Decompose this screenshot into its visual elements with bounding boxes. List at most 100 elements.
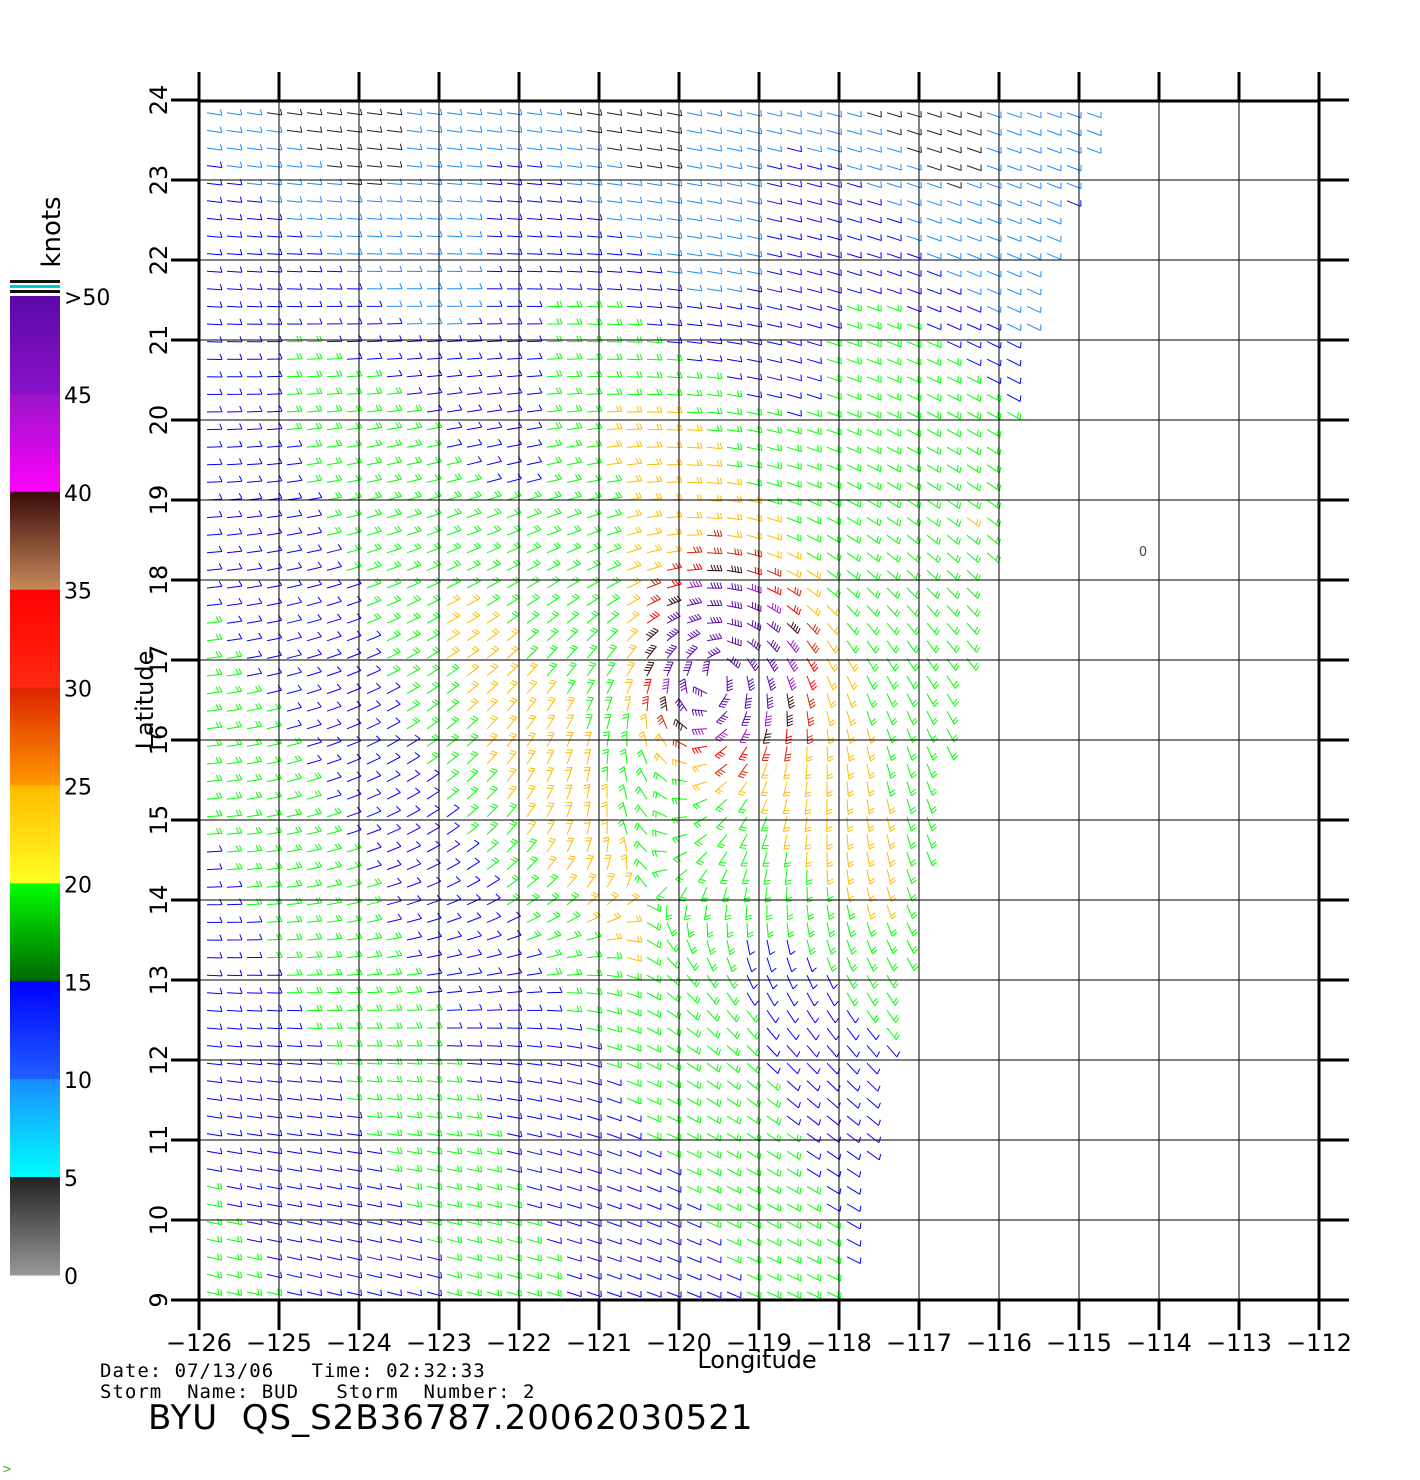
wind-barb (366, 717, 381, 730)
wind-barb (366, 248, 383, 255)
wind-barb (326, 1147, 343, 1155)
wind-barb (466, 438, 483, 448)
wind-barb (506, 265, 523, 273)
wind-barb (506, 820, 518, 835)
wind-barb (406, 491, 422, 501)
wind-barb (565, 767, 573, 782)
wind-barb (526, 576, 541, 589)
wind-barb (386, 682, 401, 695)
wind-barb (646, 406, 663, 413)
wind-barb (886, 992, 900, 1006)
wind-barb (786, 1221, 802, 1230)
wind-barb (346, 108, 363, 116)
wind-barb (886, 746, 897, 762)
wind-barb (806, 409, 822, 418)
wind-barb (786, 480, 802, 488)
wind-barb (652, 829, 668, 838)
wind-barb (526, 265, 543, 273)
wind-barb (706, 939, 716, 955)
lat-tick-label: 23 (145, 165, 173, 196)
wind-barb (634, 804, 648, 818)
wind-barb (655, 886, 668, 901)
wind-barb (386, 265, 403, 272)
wind-barb (426, 352, 443, 360)
wind-barb (506, 404, 523, 413)
wind-barb (306, 1111, 323, 1119)
wind-barb (226, 756, 243, 765)
wind-barb (846, 746, 855, 762)
wind-barb (866, 163, 882, 171)
wind-barb (646, 1079, 662, 1088)
wind-barb (666, 1115, 682, 1124)
wind-barb (326, 631, 342, 642)
wind-barb (726, 583, 743, 592)
colorbar-tick-label: 45 (64, 384, 92, 409)
wind-barb (626, 1115, 642, 1122)
wind-barb (966, 253, 982, 260)
wind-barb (806, 1062, 821, 1075)
wind-barb (286, 474, 303, 483)
wind-barb (266, 1129, 283, 1137)
wind-barb (866, 1150, 882, 1161)
wind-barb (506, 1040, 523, 1048)
wind-barb (806, 427, 822, 435)
wind-barb (366, 108, 383, 116)
wind-barb (286, 370, 303, 378)
wind-barb (386, 949, 403, 959)
wind-barb (606, 214, 623, 221)
wind-barb (206, 493, 223, 501)
wind-barb (466, 490, 482, 501)
wind-barb (486, 645, 500, 659)
wind-barb (426, 611, 441, 624)
wind-barb (606, 932, 623, 941)
wind-barb (246, 1112, 263, 1119)
wind-barb (946, 587, 961, 599)
wind-barb (426, 369, 443, 378)
wind-barb (406, 542, 422, 554)
wind-barb (586, 248, 603, 256)
wind-barb (386, 1058, 403, 1065)
wind-barb (906, 446, 922, 455)
wind-barb (506, 967, 523, 976)
wind-barb (206, 248, 223, 256)
wind-barb (366, 491, 383, 501)
wind-barb (206, 231, 223, 238)
wind-barb (526, 126, 543, 133)
wind-barb (601, 818, 608, 835)
wind-barb (565, 819, 574, 835)
wind-barb (366, 896, 383, 906)
wind-barb (566, 644, 578, 659)
wind-barb (526, 1184, 542, 1191)
wind-barb (1006, 200, 1022, 207)
wind-barb (446, 840, 461, 853)
wind-barb (686, 354, 703, 362)
wind-barb (886, 517, 902, 527)
wind-barb (546, 644, 558, 659)
wind-barb (446, 438, 463, 448)
wind-barb (266, 987, 283, 994)
wind-barb (206, 863, 223, 871)
wind-barb (426, 126, 443, 133)
wind-barb (286, 969, 303, 976)
wind-barb (806, 1168, 822, 1178)
wind-barb (286, 826, 303, 835)
wind-barb (886, 763, 896, 779)
wind-barb (206, 1200, 223, 1208)
wind-barb (646, 214, 663, 221)
wind-barb (406, 387, 423, 395)
wind-barb (366, 735, 381, 747)
wind-barb (866, 869, 876, 885)
wind-barb (766, 658, 779, 672)
wind-barb (226, 1288, 243, 1296)
wind-barb (366, 682, 381, 695)
wind-barb (946, 710, 959, 725)
lat-lon-grid (171, 72, 1349, 1330)
wind-barb (926, 235, 942, 242)
wind-barb (986, 534, 1001, 545)
time-label: Time: (311, 1360, 374, 1382)
wind-barb (206, 1076, 223, 1084)
wind-barb (906, 799, 917, 814)
wind-barb (406, 196, 423, 203)
wind-barb (826, 974, 838, 990)
wind-barb (426, 716, 440, 730)
